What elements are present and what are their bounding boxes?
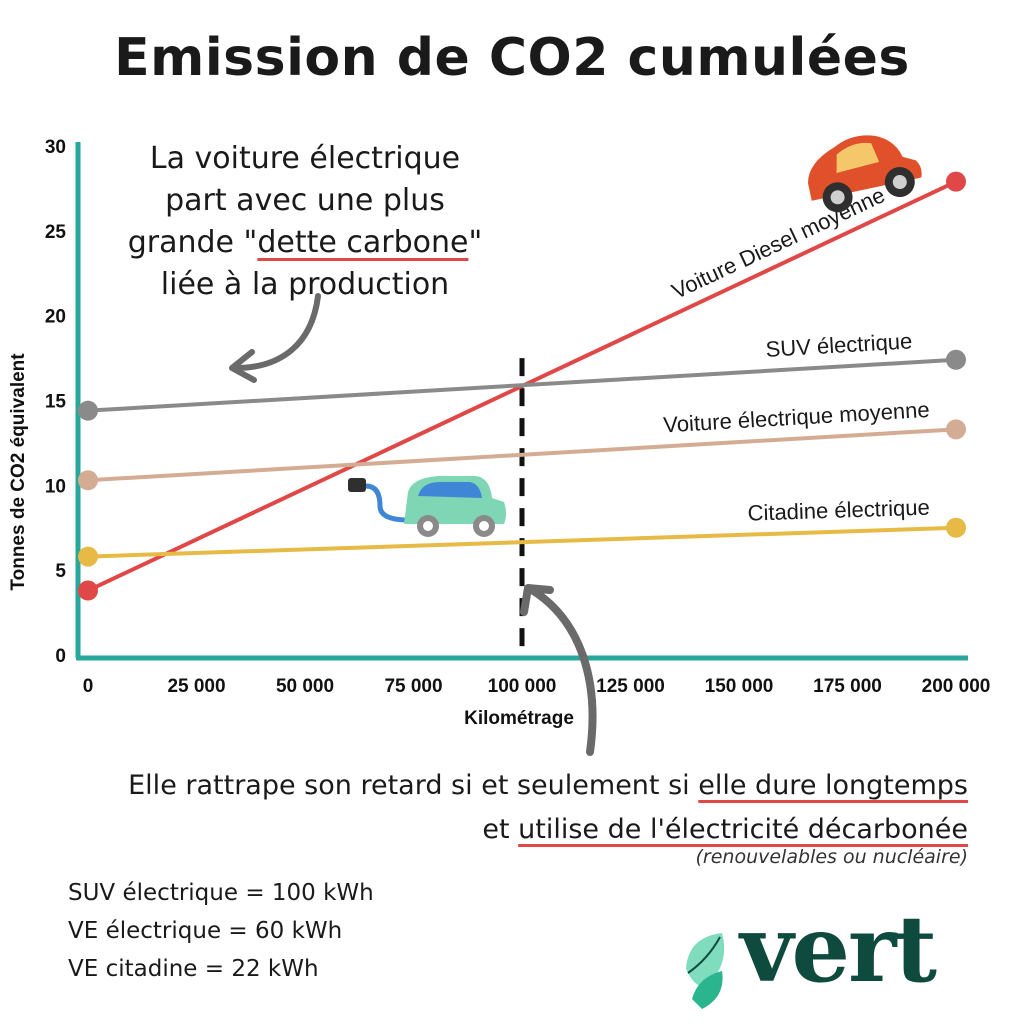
data-point-citadine-electrique [946, 517, 966, 538]
data-point-voiture-electrique-moyenne [78, 470, 98, 491]
bottom-note-line-2-pre: et [482, 814, 519, 845]
series-line-citadine-electrique [87, 525, 957, 559]
series-points [78, 171, 966, 601]
brand-logo: vert [678, 899, 1008, 1009]
x-tick-label: 100 000 [488, 676, 557, 697]
y-axis-label: Tonnes de CO2 équivalent [8, 353, 29, 591]
series-line-voiture-electrique-moyenne [87, 427, 957, 483]
top-note-arrowhead [229, 349, 257, 383]
x-tick-label: 0 [83, 676, 94, 697]
bottom-note-line-1-pre: Elle rattrape son retard si et seulement… [128, 770, 699, 801]
data-point-suv-electrique [78, 400, 98, 421]
carbon-debt-highlight: dette carbone [257, 225, 469, 260]
brand-wordmark: vert [740, 895, 937, 1003]
bottom-note-arrow [528, 586, 597, 756]
x-tick-label: 75 000 [384, 676, 442, 697]
series-label-citadine-electrique: Citadine électrique [747, 495, 930, 526]
bottom-note-arrowhead [520, 584, 554, 616]
series-line-suv-electrique [87, 357, 957, 413]
data-point-voiture-electrique-moyenne [946, 419, 966, 440]
data-point-voiture-diesel-moyenne [78, 580, 98, 601]
y-tick-label: 25 [45, 222, 67, 243]
top-note-line-4: liée à la production [160, 267, 450, 302]
y-tick-label: 30 [45, 137, 66, 158]
data-point-citadine-electrique [78, 546, 98, 567]
y-tick-label: 0 [55, 646, 66, 667]
y-tick-label: 15 [45, 392, 67, 413]
x-tick-label: 150 000 [705, 676, 774, 697]
tick-labels: 0 25 000 50 000 75 000 100 000 125 000 150 000… [45, 137, 990, 697]
energy-source-note: (renouvelables ou nucléaire) [695, 846, 969, 868]
top-note-line-3-pre: grande " [127, 225, 258, 260]
production-debt-note: La voiture électrique part avec une plus… [110, 138, 500, 306]
y-tick-label: 5 [55, 561, 66, 582]
y-tick-label: 20 [45, 307, 66, 328]
data-point-voiture-diesel-moyenne [946, 171, 966, 192]
top-note-line-2: part avec une plus [165, 183, 445, 218]
series-label-voiture-diesel-moyenne: Voiture Diesel moyenne [668, 182, 889, 304]
x-tick-label: 175 000 [813, 676, 882, 697]
top-note-line-3-post: " [468, 225, 483, 260]
x-tick-label: 125 000 [596, 676, 665, 697]
longevity-highlight: elle dure longtemps [698, 770, 968, 801]
x-tick-label: 25 000 [167, 676, 225, 697]
spec-ve: VE électrique = 60 kWh [68, 918, 343, 944]
x-axis-label: Kilométrage [464, 708, 574, 729]
bottom-note-line-1: Elle rattrape son retard si et seulement… [40, 764, 968, 808]
leaf-logo-icon [686, 933, 725, 1009]
data-point-suv-electrique [946, 349, 966, 370]
top-note-line-3: grande "dette carbone" [110, 222, 500, 264]
spec-citadine: VE citadine = 22 kWh [68, 956, 319, 982]
top-note-line-1: La voiture électrique [149, 141, 461, 176]
page-title: Emission de CO2 cumulées [114, 28, 910, 88]
x-tick-label: 50 000 [276, 676, 334, 697]
bottom-note-line-2: et utilise de l'électricité décarbonée [40, 808, 968, 852]
battery-specs: SUV électrique = 100 kWh VE électrique =… [68, 874, 374, 988]
decarbonized-highlight: utilise de l'électricité décarbonée [518, 814, 968, 845]
diesel-car-icon [808, 135, 922, 213]
catch-up-note: Elle rattrape son retard si et seulement… [40, 764, 968, 852]
chart-axes [75, 142, 968, 661]
series-label-suv-electrique: SUV électrique [765, 328, 913, 362]
electric-car-icon [348, 476, 506, 537]
top-note-arrow [233, 293, 321, 371]
y-tick-label: 10 [45, 476, 66, 497]
x-tick-label: 200 000 [922, 676, 991, 697]
series-lines [87, 179, 957, 593]
spec-suv: SUV électrique = 100 kWh [68, 880, 374, 906]
